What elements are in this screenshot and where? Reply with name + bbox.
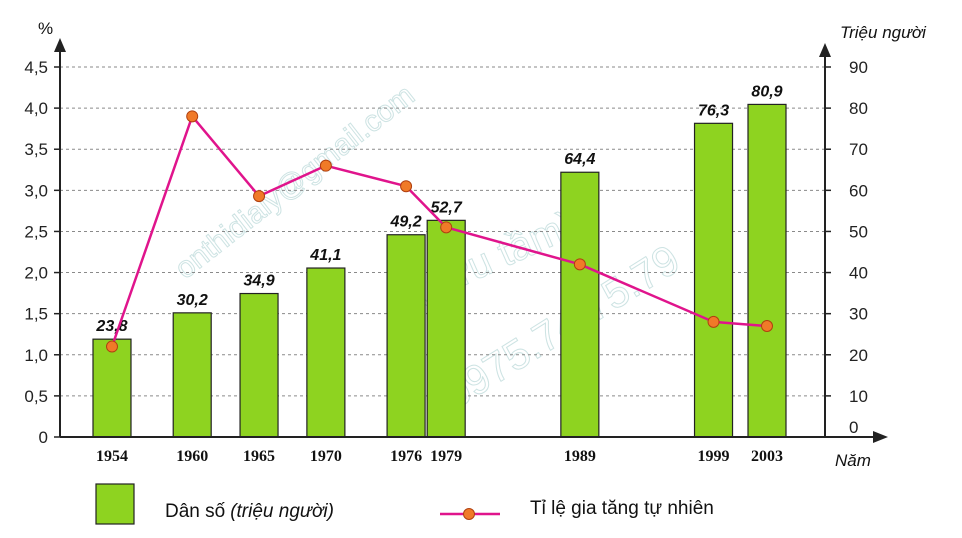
x-tick-label: 1970 (310, 448, 342, 465)
right-tick-label: 30 (849, 305, 868, 324)
bar-value-label: 80,9 (751, 83, 782, 100)
x-tick-label: 1989 (564, 448, 596, 465)
right-tick-label: 0 (849, 418, 858, 437)
population-bar (92, 338, 132, 438)
growth-rate-point (707, 315, 720, 328)
x-tick-label: 2003 (751, 448, 783, 465)
bar-value-label: 76,3 (698, 102, 729, 119)
population-bar (172, 312, 212, 438)
x-axis-arrow (873, 431, 888, 443)
legend-bar-text: Dân số (triệu người) (165, 501, 334, 522)
growth-rate-point (400, 180, 413, 193)
line-series (106, 110, 773, 353)
left-tick-label: 3,0 (24, 181, 48, 200)
right-axis-arrow (819, 43, 831, 57)
growth-rate-point (573, 258, 586, 271)
population-bar (306, 267, 346, 438)
population-bar (386, 234, 426, 438)
x-axis-ticks: 1954 1960 1965 1970 1976 1979 1989 1999 2003 (96, 448, 783, 465)
axes (54, 38, 888, 443)
population-bar (560, 171, 600, 438)
left-axis-unit: % (38, 19, 53, 38)
legend-line-label: Tỉ lệ gia tăng tự nhiên (530, 498, 714, 519)
legend: Dân số (triệu người) Tỉ lệ gia tăng tự nh… (95, 483, 714, 525)
population-bar (426, 219, 466, 438)
x-axis-label: Năm (835, 451, 871, 470)
growth-rate-point (440, 221, 453, 234)
left-tick-label: 0 (39, 428, 48, 447)
right-tick-label: 60 (849, 181, 868, 200)
legend-bar-unit: (triệu người) (230, 501, 334, 522)
bar-value-label: 64,4 (564, 151, 595, 168)
right-tick-label: 10 (849, 387, 868, 406)
growth-rate-point (186, 110, 199, 123)
x-tick-label: 1960 (176, 448, 208, 465)
legend-line-marker (463, 508, 475, 520)
population-bar (747, 103, 787, 438)
right-axis-ticks: 0 10 20 30 40 50 60 70 80 90 (825, 58, 868, 438)
right-tick-label: 80 (849, 99, 868, 118)
x-tick-label: 1965 (243, 448, 275, 465)
x-tick-label: 1999 (698, 448, 730, 465)
right-tick-label: 20 (849, 346, 868, 365)
right-tick-label: 40 (849, 264, 868, 283)
legend-bar-label: Dân số (165, 501, 226, 522)
right-tick-label: 50 (849, 222, 868, 241)
bar-value-label: 41,1 (309, 247, 341, 264)
bar-value-label: 23,8 (95, 318, 127, 335)
left-tick-label: 1,0 (24, 346, 48, 365)
bar-value-labels: 23,8 30,2 34,9 41,1 49,2 52,7 64,4 76,3 80,9 (95, 83, 782, 335)
growth-rate-point (761, 320, 773, 332)
left-axis-ticks: 0 0,5 1,0 1,5 2,0 2,5 3,0 3,5 4,0 4,5 (24, 58, 60, 447)
growth-rate-point (319, 159, 332, 172)
left-tick-label: 4,0 (24, 99, 48, 118)
bar-value-label: 49,2 (390, 214, 422, 231)
left-tick-label: 2,0 (24, 264, 48, 283)
x-tick-label: 1979 (430, 448, 462, 465)
left-axis-arrow (54, 38, 66, 52)
bar-value-label: 52,7 (431, 199, 463, 216)
watermark-email: onthidialy@gmail.com (169, 79, 421, 286)
bar-value-label: 30,2 (177, 292, 208, 309)
right-axis-unit: Triệu người (840, 23, 927, 42)
left-tick-label: 0,5 (24, 387, 48, 406)
left-tick-label: 2,5 (24, 222, 48, 241)
right-tick-label: 90 (849, 58, 868, 77)
bar-series (92, 103, 787, 438)
left-tick-label: 4,5 (24, 58, 48, 77)
bar-value-label: 34,9 (243, 273, 274, 290)
growth-rate-point (253, 190, 266, 203)
left-tick-label: 3,5 (24, 140, 48, 159)
x-tick-label: 1954 (96, 448, 128, 465)
population-bar (693, 122, 734, 438)
right-tick-label: 70 (849, 140, 868, 159)
legend-bar-swatch (95, 483, 135, 525)
x-tick-label: 1976 (390, 448, 422, 465)
left-tick-label: 1,5 (24, 305, 48, 324)
population-bar (239, 292, 279, 438)
growth-rate-point (106, 340, 118, 353)
